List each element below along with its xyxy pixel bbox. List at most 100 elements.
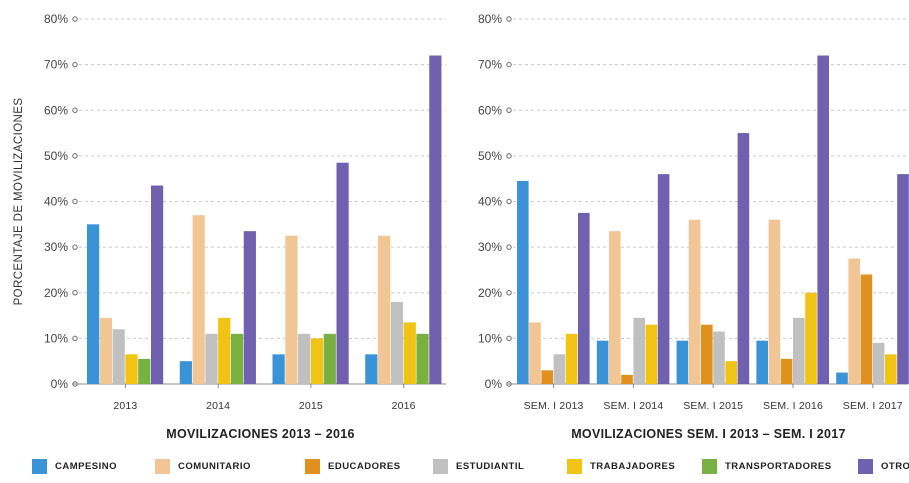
bar-otro — [336, 162, 349, 384]
y-tick-label: 60% — [478, 103, 502, 117]
y-tick-marker — [72, 335, 78, 342]
bar-educadores — [860, 274, 873, 384]
y-tick-marker — [506, 107, 512, 113]
y-tick-label: 30% — [478, 240, 502, 254]
legend-swatch-comunitario — [155, 458, 170, 474]
bar-comunitario — [192, 215, 205, 384]
bar-otro — [578, 212, 590, 384]
bar-estudiantil — [872, 342, 885, 384]
bar-campesino — [836, 372, 848, 384]
bar-trabajadores — [725, 361, 737, 384]
bar-otro — [657, 174, 670, 384]
y-tick-marker — [72, 153, 78, 159]
y-tick-label: 20% — [44, 286, 68, 300]
legend-label: TRABAJADORES — [590, 460, 676, 472]
legend: CAMPESINO COMUNITARIO EDUCADORES ESTUDIA… — [0, 455, 909, 477]
bar-transportadores — [416, 333, 429, 384]
legend-swatch-educadores — [305, 458, 320, 474]
y-tick-marker — [72, 107, 78, 113]
chart-sem-2013-2017: 0% 10% 20% 30% 40% 50% 60% 70% 80% SEM. I 2013 SEM… — [478, 12, 909, 441]
legend-label: CAMPESINO — [55, 460, 118, 472]
bar-campesino — [596, 340, 609, 384]
x-tick-label: SEM. I 2014 — [603, 400, 663, 412]
y-tick-label: 70% — [478, 58, 502, 72]
y-tick-marker — [72, 61, 78, 68]
y-tick-label: 0% — [51, 377, 69, 391]
bar-campesino — [365, 354, 378, 384]
y-tick-label: 0% — [485, 377, 503, 391]
legend-label: EDUCADORES — [328, 460, 401, 472]
x-tick-label: SEM. I 2013 — [524, 400, 584, 412]
y-tick-label: 10% — [478, 331, 502, 345]
bar-comunitario — [688, 219, 701, 384]
x-tick-label: SEM. I 2016 — [763, 400, 823, 412]
bar-trabajadores — [805, 292, 817, 384]
y-tick-label: 60% — [44, 103, 68, 117]
bar-trabajadores — [310, 338, 324, 384]
y-tick-marker — [72, 290, 78, 296]
y-tick-label: 10% — [44, 331, 68, 345]
bar-trabajadores — [565, 333, 578, 384]
bar-otro — [151, 185, 164, 384]
bar-comunitario — [99, 317, 112, 384]
legend-label: COMUNITARIO — [178, 460, 251, 472]
y-tick-marker — [506, 16, 512, 22]
legend-label: TRANSPORTADORES — [725, 460, 832, 472]
bar-otro — [897, 174, 909, 384]
bar-otro — [429, 55, 442, 384]
bar-comunitario — [609, 231, 621, 384]
bar-transportadores — [138, 358, 151, 384]
bar-trabajadores — [645, 324, 658, 384]
bar-estudiantil — [633, 317, 645, 384]
y-tick-marker — [506, 290, 512, 296]
y-tick-marker — [506, 61, 512, 68]
y-axis-title: PORCENTAJE DE MOVILIZACIONES — [13, 98, 25, 306]
y-tick-marker — [506, 244, 512, 250]
x-axis-title: MOVILIZACIONES 2013 – 2016 — [166, 427, 354, 441]
legend-label: OTRO — [881, 460, 909, 472]
bar-campesino — [517, 180, 529, 384]
y-tick-label: 80% — [44, 12, 68, 26]
y-tick-marker — [506, 335, 512, 342]
bar-campesino — [179, 361, 192, 384]
bar-trabajadores — [125, 354, 138, 384]
bar-trabajadores — [218, 317, 231, 384]
legend-item-otro: OTRO — [858, 455, 909, 477]
bar-comunitario — [848, 258, 860, 384]
bar-transportadores — [230, 333, 244, 384]
bar-trabajadores — [885, 354, 897, 384]
bar-comunitario — [378, 235, 391, 384]
bar-campesino — [272, 354, 285, 384]
bar-comunitario — [285, 235, 298, 384]
y-tick-label: 20% — [478, 286, 502, 300]
y-tick-label: 50% — [478, 149, 502, 163]
y-tick-marker — [72, 16, 78, 22]
bar-educadores — [701, 324, 713, 384]
x-tick-label: SEM. I 2017 — [843, 400, 903, 412]
bar-trabajadores — [403, 322, 416, 384]
y-tick-label: 40% — [478, 195, 502, 209]
y-tick-marker — [72, 198, 78, 205]
bar-transportadores — [323, 333, 336, 384]
legend-item-transportadores: TRANSPORTADORES — [702, 455, 832, 477]
y-tick-label: 40% — [44, 195, 68, 209]
bar-educadores — [621, 374, 633, 384]
x-axis-title: MOVILIZACIONES SEM. I 2013 – SEM. I 2017 — [571, 427, 846, 441]
y-tick-label: 80% — [478, 12, 502, 26]
y-tick-label: 50% — [44, 149, 68, 163]
legend-item-trabajadores: TRABAJADORES — [567, 455, 675, 477]
x-tick-label: 2013 — [113, 400, 137, 412]
bar-campesino — [87, 224, 100, 384]
chart-2013-2016: 0% 10% 20% 30% 40% 50% 60% 70% 80% 2013 2014 2015 20… — [13, 12, 446, 441]
bar-estudiantil — [793, 317, 805, 384]
bar-estudiantil — [298, 333, 311, 384]
legend-item-comunitario: COMUNITARIO — [155, 455, 251, 477]
y-tick-label: 70% — [44, 58, 68, 72]
x-tick-label: 2014 — [206, 400, 230, 412]
bar-comunitario — [529, 322, 541, 384]
bar-otro — [737, 133, 750, 384]
legend-swatch-trabajadores — [567, 458, 582, 474]
bar-campesino — [676, 340, 689, 384]
legend-swatch-transportadores — [702, 458, 717, 474]
legend-item-estudiantil: ESTUDIANTIL — [433, 455, 524, 477]
